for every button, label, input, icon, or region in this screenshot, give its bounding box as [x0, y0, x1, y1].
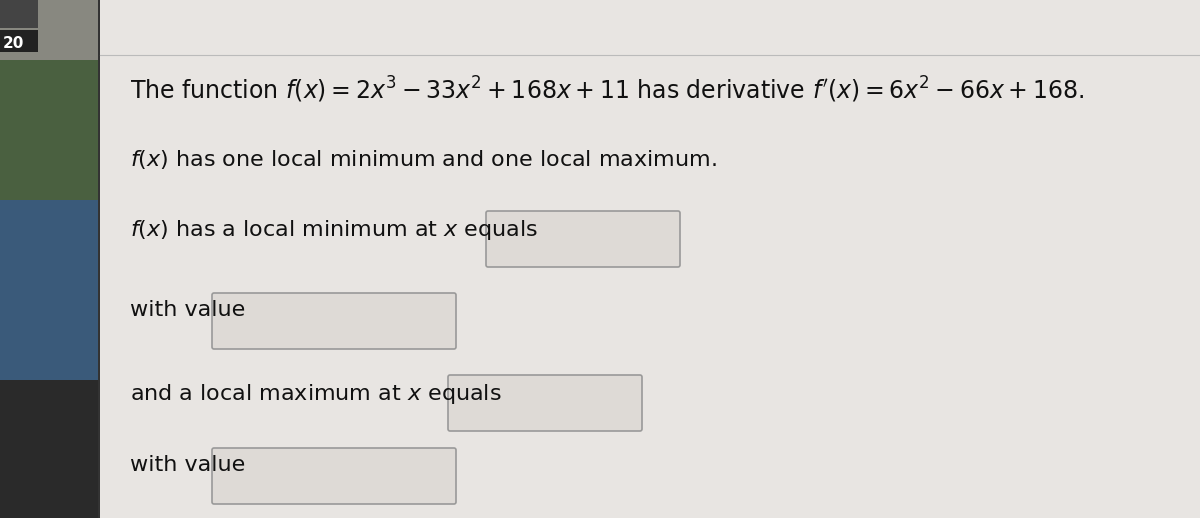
- FancyBboxPatch shape: [212, 448, 456, 504]
- Bar: [0, 60, 100, 200]
- Text: and a local maximum at $x$ equals: and a local maximum at $x$ equals: [130, 382, 502, 406]
- Bar: [0, 0, 38, 28]
- Bar: [0, 0, 100, 518]
- Text: with value: with value: [130, 455, 245, 475]
- Text: 20: 20: [2, 36, 24, 50]
- Bar: [0, 380, 100, 518]
- Bar: [0, 200, 100, 400]
- FancyBboxPatch shape: [212, 293, 456, 349]
- Bar: [0, 30, 38, 52]
- Bar: [0, 0, 100, 60]
- FancyBboxPatch shape: [448, 375, 642, 431]
- Text: The function $f(x) = 2x^3 - 33x^2 + 168x + 11$ has derivative $f^{\prime}(x) = 6: The function $f(x) = 2x^3 - 33x^2 + 168x…: [130, 75, 1085, 105]
- Text: with value: with value: [130, 300, 245, 320]
- FancyBboxPatch shape: [486, 211, 680, 267]
- Text: $f(x)$ has a local minimum at $x$ equals: $f(x)$ has a local minimum at $x$ equals: [130, 218, 538, 242]
- Text: $f(x)$ has one local minimum and one local maximum.: $f(x)$ has one local minimum and one loc…: [130, 148, 716, 171]
- Bar: [98, 0, 100, 518]
